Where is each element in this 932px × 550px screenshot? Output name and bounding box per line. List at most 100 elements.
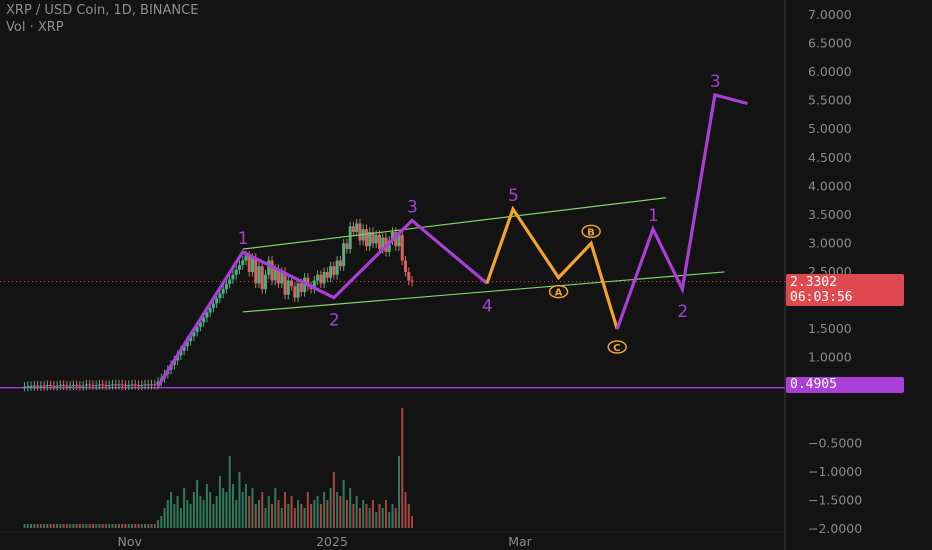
volume-bar [297,500,300,528]
volume-bar [368,508,371,528]
volume-bar [329,488,332,528]
candle-body [110,384,114,386]
volume-bar [358,508,361,528]
candle-body [143,384,147,386]
candle-body [306,277,310,287]
candle-body [140,385,144,387]
candle-body [270,260,274,281]
candle-body [410,280,414,282]
volume-bar [280,508,283,528]
volume-bar [101,524,104,528]
volume-bar [72,524,75,528]
volume-bar [381,508,384,528]
candle-body [91,385,95,387]
candle-body [228,279,232,284]
volume-bar [111,524,114,528]
candle-body [264,274,268,290]
candle-body [277,269,281,284]
volume-bar [218,476,221,528]
volume-bar [384,500,387,528]
candle-body [273,269,277,281]
price-tick-label: 4.0000 [808,178,852,193]
candle-body [52,385,56,387]
price-tick-label: 5.0000 [808,121,852,136]
candle-body [211,303,215,308]
volume-bar [98,524,101,528]
time-tick-label: Nov [117,534,142,549]
volume-bar [39,524,42,528]
volume-bar [59,524,62,528]
volume-bar [332,472,335,528]
price-tick-label: 1.5000 [808,321,852,336]
candle-body [293,286,297,298]
candle-body [32,385,36,387]
volume-bar [121,524,124,528]
volume-bar [339,496,342,528]
candle-body [75,385,79,387]
candle-body [381,237,385,250]
volume-bar [150,524,153,528]
volume-bar [140,524,143,528]
volume-bar [147,524,150,528]
volume-bar [166,500,169,528]
candle-body [404,260,408,272]
candle-body [303,277,307,292]
candle-body [221,289,225,294]
volume-bar [238,472,241,528]
volume-bar [95,524,98,528]
volume-bar [36,524,39,528]
candle-body [348,226,352,250]
candle-body [231,274,235,280]
volume-bar [130,524,133,528]
candle-body [36,385,40,387]
volume-bar [192,492,195,528]
candle-body [62,385,66,387]
correction-label-circle [548,284,569,299]
volume-bar [137,524,140,528]
volume-bar [144,524,147,528]
volume-bar [23,524,26,528]
volume-bar [33,524,36,528]
wave-label: 1 [648,206,659,226]
volume-bar [186,500,189,528]
volume-bar [170,492,173,528]
volume-bar [394,508,397,528]
candle-body [185,341,189,347]
candle-body [58,385,62,387]
volume-bar [26,524,29,528]
candle-body [42,385,46,387]
volume-bar [56,524,59,528]
candle-body [88,384,92,386]
volume-bar [228,456,231,528]
volume-bar [371,500,374,528]
candle-body [114,384,118,386]
volume-bar [241,492,244,528]
volume-legend: Vol · XRP [6,20,64,35]
volume-bar [313,500,316,528]
candle-body [153,384,157,386]
price-tick-label: 5.5000 [808,93,852,108]
candle-body [260,266,264,290]
candle-body [189,336,193,342]
price-tick-label: 1.0000 [808,350,852,365]
volume-bar [355,496,358,528]
candle-body [345,243,349,250]
volume-bar [117,524,120,528]
candle-body [355,223,359,232]
candle-body [26,386,30,388]
volume-bar [160,516,163,528]
candle-body [397,234,401,247]
volume-bar [212,504,215,528]
volume-bar [114,524,117,528]
abc-projection-path [485,205,619,330]
price-tick-label: −2.0000 [808,521,862,536]
volume-bar [401,408,404,528]
candle-body [296,283,300,298]
volume-bar [342,480,345,528]
volume-bar [85,524,88,528]
volume-bar [407,504,410,528]
candle-body [319,274,323,284]
candle-body [329,266,333,278]
volume-bar [157,520,160,528]
